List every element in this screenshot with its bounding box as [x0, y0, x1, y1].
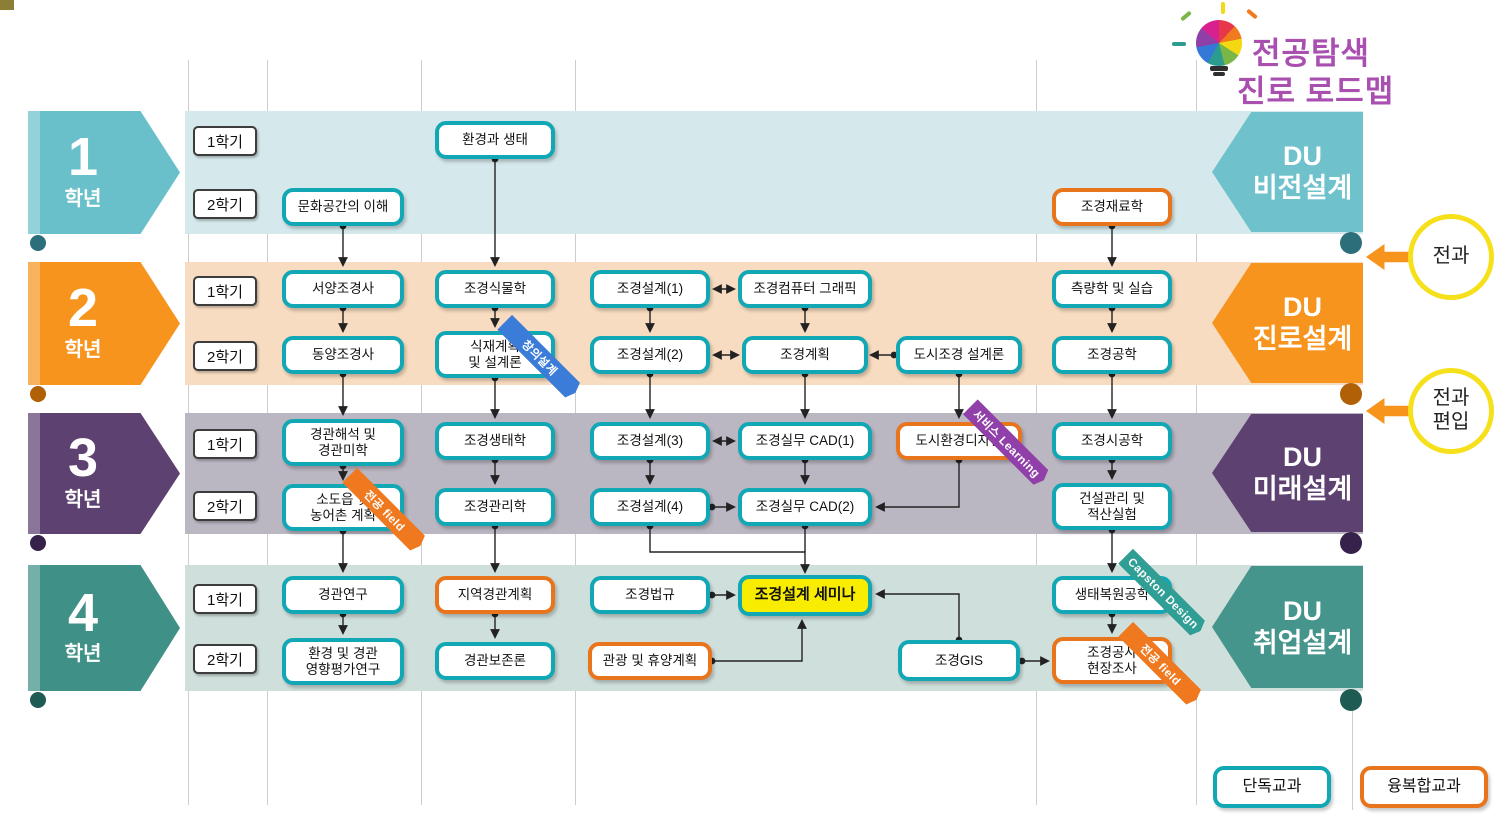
- year-2-banner: 2 학년: [28, 262, 180, 385]
- course-box: 문화공간의 이해: [282, 188, 404, 226]
- ray-icon: [1180, 10, 1192, 22]
- legend-single-course: 단독교과: [1213, 766, 1331, 808]
- du-banner-line2: 취업설계: [1252, 628, 1353, 658]
- grid-line: [1352, 695, 1353, 810]
- course-box: 조경재료학: [1052, 188, 1172, 226]
- page-curl: [1340, 383, 1362, 405]
- lightbulb-base: [1213, 72, 1225, 76]
- course-box: 조경공학: [1052, 336, 1172, 374]
- semester-label: 2학기: [193, 644, 257, 674]
- du-banner-line1: DU: [1283, 595, 1322, 626]
- course-box: 조경실무 CAD(1): [738, 422, 872, 460]
- course-box: 조경법규: [590, 576, 710, 614]
- ray-icon: [1246, 8, 1258, 20]
- semester-label: 2학기: [193, 341, 257, 371]
- left-arrow-icon: [1366, 398, 1410, 424]
- page-curl: [30, 386, 46, 402]
- course-box: 서양조경사: [282, 270, 404, 308]
- course-box: 조경실무 CAD(2): [738, 488, 872, 526]
- logo-title-line1: 전공탐색: [1252, 36, 1371, 71]
- course-box: 경관보존론: [435, 642, 555, 680]
- year-4-banner: 4 학년: [28, 565, 180, 691]
- page-curl: [1340, 532, 1362, 554]
- year-suffix: 학년: [64, 338, 102, 361]
- page-curl: [30, 235, 46, 251]
- corner-chip: [0, 0, 14, 10]
- du-banner-line2: 진로설계: [1252, 324, 1353, 354]
- year-suffix: 학년: [64, 643, 102, 666]
- lightbulb-icon: [1196, 20, 1242, 66]
- page-curl: [1340, 689, 1362, 711]
- year-number: 3: [67, 428, 99, 489]
- page-curl: [30, 535, 46, 551]
- course-box: 경관연구: [282, 576, 404, 614]
- page-curl: [30, 692, 46, 708]
- ray-icon: [1221, 2, 1225, 14]
- course-box: 도시조경 설계론: [896, 336, 1022, 374]
- lightbulb-base: [1210, 66, 1228, 71]
- course-box: 측량학 및 실습: [1052, 270, 1172, 308]
- course-box: 경관해석 및 경관미학: [282, 419, 404, 466]
- year-suffix: 학년: [64, 187, 102, 210]
- du-banner-line1: DU: [1283, 441, 1322, 472]
- ray-icon: [1172, 42, 1186, 46]
- left-arrow-icon: [1366, 244, 1410, 270]
- course-box: 동양조경사: [282, 336, 404, 374]
- course-box: 관광 및 휴양계획: [588, 642, 712, 680]
- transfer-badge: 전과: [1408, 214, 1494, 300]
- year-number: 1: [67, 127, 99, 188]
- course-box: 조경설계(4): [590, 488, 710, 526]
- course-box: 조경설계(1): [590, 270, 710, 308]
- course-box: 조경설계(3): [590, 422, 710, 460]
- course-box: 건설관리 및 적산실험: [1052, 483, 1172, 530]
- course-box: 조경설계(2): [590, 336, 710, 374]
- course-box: 환경과 생태: [435, 121, 555, 159]
- year-number: 4: [67, 582, 99, 643]
- du-banner-line1: DU: [1283, 291, 1322, 322]
- course-box: 조경식물학: [435, 270, 555, 308]
- transfer-admission-badge: 전과 편입: [1408, 368, 1494, 454]
- course-box: 조경관리학: [435, 488, 555, 526]
- du-banner-line2: 비전설계: [1252, 173, 1353, 203]
- page-curl: [1340, 232, 1362, 254]
- course-box: 조경GIS: [898, 640, 1020, 681]
- semester-label: 1학기: [193, 126, 257, 156]
- semester-label: 2학기: [193, 491, 257, 521]
- year-1-banner: 1 학년: [28, 111, 180, 234]
- year-suffix: 학년: [64, 488, 102, 511]
- year-3-banner: 3 학년: [28, 413, 180, 534]
- year-number: 2: [67, 278, 99, 339]
- course-box: 조경시공학: [1052, 422, 1172, 460]
- course-box-seminar: 조경설계 세미나: [738, 575, 872, 616]
- course-box: 조경컴퓨터 그래픽: [738, 270, 872, 308]
- course-box: 환경 및 경관 영향평가연구: [282, 638, 404, 685]
- semester-label: 1학기: [193, 429, 257, 459]
- semester-label: 1학기: [193, 584, 257, 614]
- semester-label: 2학기: [193, 189, 257, 219]
- course-box: 조경계획: [742, 336, 868, 374]
- du-banner-line1: DU: [1283, 140, 1322, 171]
- semester-label: 1학기: [193, 276, 257, 306]
- logo-title-line2: 진로 로드맵: [1237, 74, 1395, 109]
- du-banner-line2: 미래설계: [1252, 474, 1353, 504]
- course-box: 지역경관계획: [435, 576, 555, 614]
- legend-converged-course: 융복합교과: [1360, 766, 1488, 808]
- course-box: 조경생태학: [435, 422, 555, 460]
